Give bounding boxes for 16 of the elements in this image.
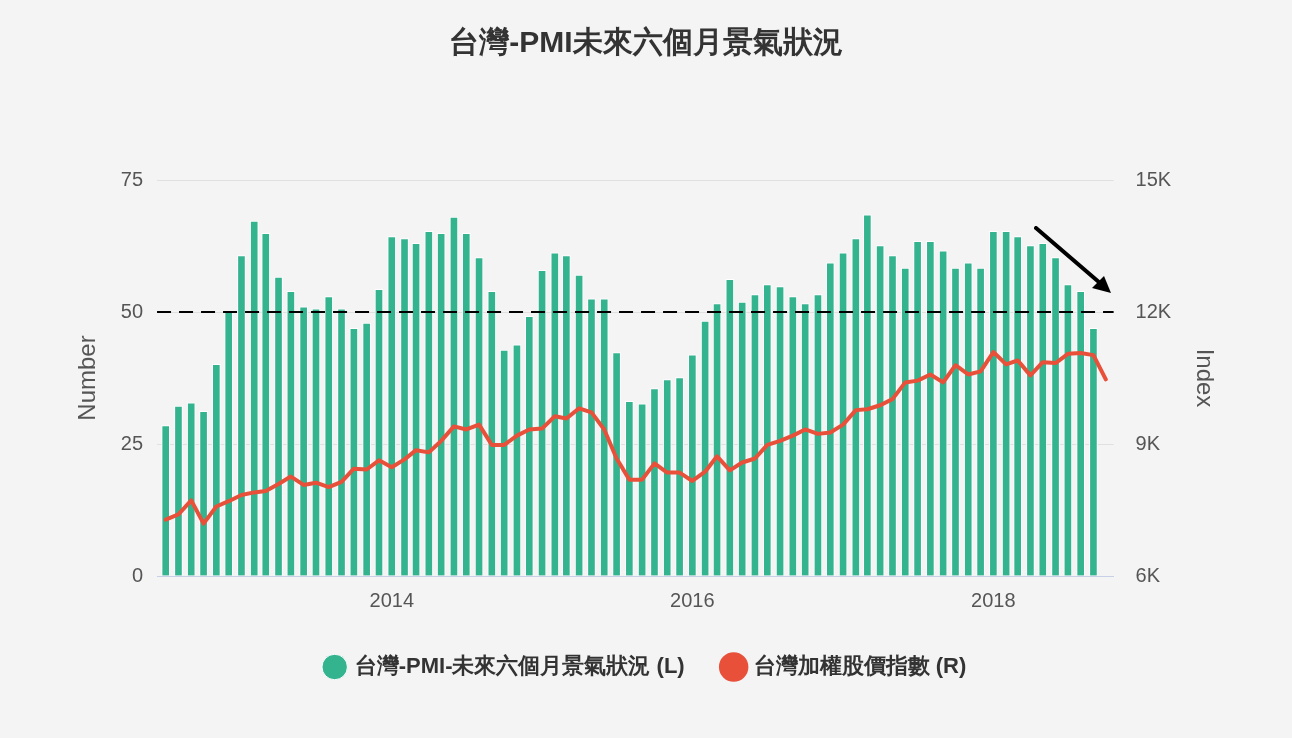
y2-tick-label: 15K (1135, 167, 1172, 190)
y-tick-label: 50 (120, 299, 144, 322)
y-tick-label: 0 (131, 563, 144, 586)
y2-axis-title: Index (1191, 348, 1219, 408)
x-tick-label: 2016 (670, 588, 715, 611)
y2-tick-label: 9K (1135, 431, 1161, 454)
y-axis-title: Number (73, 335, 101, 421)
x-tick-label: 2018 (971, 588, 1016, 611)
x-tick-label: 2014 (369, 588, 415, 611)
y2-tick-label: 6K (1135, 563, 1161, 586)
y-tick-label: 25 (120, 431, 144, 454)
y2-tick-label: 12K (1135, 299, 1172, 322)
y-tick-label: 75 (120, 167, 144, 190)
legend-label: 台灣加權股價指數 (R) (753, 653, 967, 679)
legend-label: 台灣-PMI-未來六個月景氣狀況 (L) (354, 653, 685, 679)
chart-title: 台灣-PMI未來六個月景氣狀況 (449, 25, 843, 59)
